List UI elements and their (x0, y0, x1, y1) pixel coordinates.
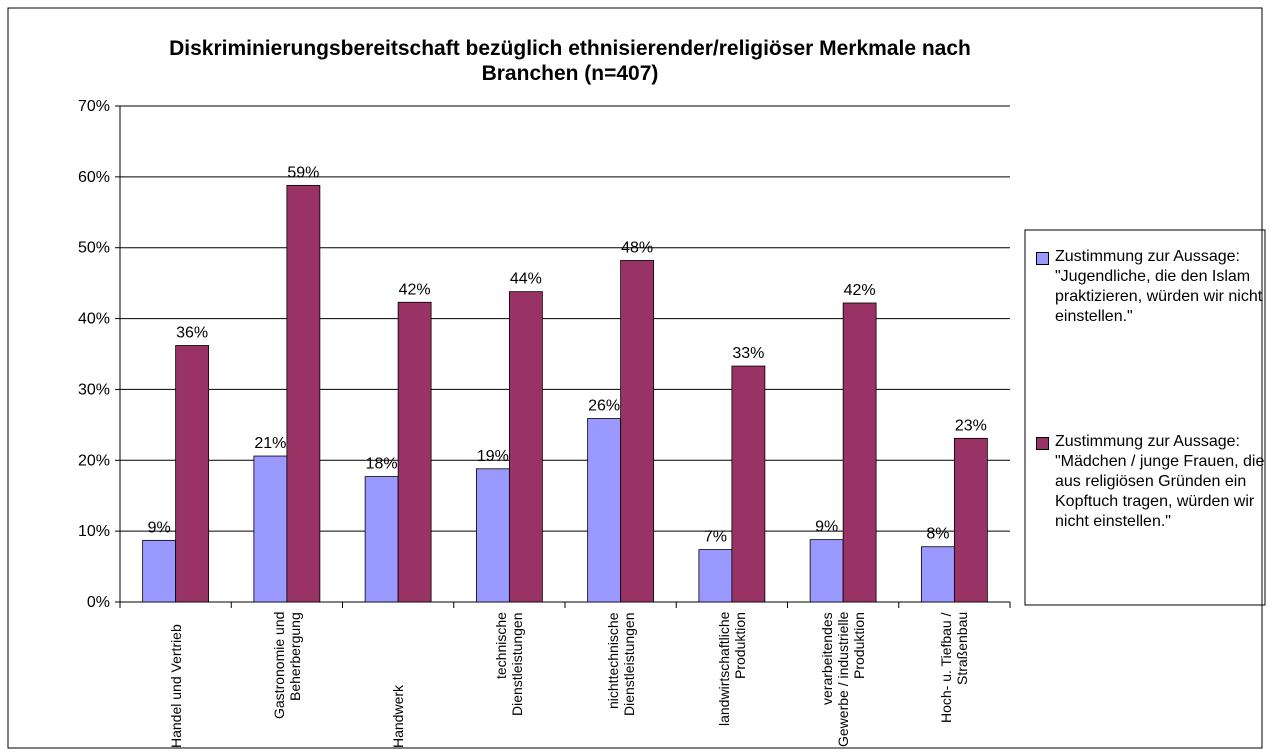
legend-label: Zustimmung zur Aussage: "Mädchen / junge… (1055, 433, 1265, 530)
data-label: 9% (148, 519, 171, 536)
data-label: 7% (704, 529, 727, 546)
bar (698, 549, 733, 603)
x-tick-label: Gastronomie und Beherbergung (270, 612, 303, 720)
data-label: 8% (926, 526, 949, 543)
bar (953, 437, 988, 603)
data-label: 44% (510, 271, 542, 288)
data-label: 23% (955, 417, 987, 434)
x-tick-label: verarbeitendes Gewerbe / industrielle Pr… (819, 612, 868, 748)
bar (508, 291, 543, 603)
bar (809, 539, 844, 603)
y-tick-label: 30% (78, 381, 110, 398)
legend-label: Zustimmung zur Aussage: "Jugendliche, di… (1055, 248, 1263, 325)
x-tick-label: landwirtschaftliche Produktion (715, 612, 748, 727)
x-tick-label: Handel und Vertrieb (167, 624, 184, 748)
y-tick-label: 70% (78, 98, 110, 115)
legend-box (1024, 229, 1266, 606)
bar (731, 365, 766, 603)
x-tick-label: nichttechnische Dienstleistungen (604, 612, 637, 716)
bar (620, 260, 655, 603)
bar (397, 301, 432, 603)
legend-swatch (1036, 437, 1049, 450)
bar (142, 539, 177, 603)
data-label: 36% (176, 324, 208, 341)
chart-border (7, 7, 1263, 749)
y-tick-label: 40% (78, 311, 110, 328)
data-label: 9% (815, 519, 838, 536)
bar (286, 184, 321, 603)
bar (842, 302, 877, 603)
data-label: 33% (732, 345, 764, 362)
x-tick-label: Hoch- u. Tiefbau / Straßenbau (938, 612, 971, 723)
data-label: 59% (287, 164, 319, 181)
y-tick-label: 0% (87, 594, 110, 611)
x-tick-label: Handwerk (390, 684, 407, 748)
data-label: 42% (399, 281, 431, 298)
y-tick-label: 10% (78, 523, 110, 540)
y-tick-label: 20% (78, 452, 110, 469)
y-tick-label: 60% (78, 169, 110, 186)
legend-swatch (1036, 252, 1049, 265)
data-label: 18% (366, 456, 398, 473)
x-tick-label: technische Dienstleistungen (493, 612, 526, 716)
data-label: 26% (588, 397, 620, 414)
data-label: 21% (254, 435, 286, 452)
bar (253, 455, 288, 603)
chart-title: Diskriminierungsbereitschaft bezüglich e… (169, 37, 971, 85)
bar (920, 546, 955, 603)
bar (475, 468, 510, 603)
data-label: 42% (844, 282, 876, 299)
bar (364, 476, 399, 603)
data-label: 19% (477, 448, 509, 465)
bar (175, 345, 210, 603)
bar (587, 418, 622, 603)
data-label: 48% (621, 239, 653, 256)
y-tick-label: 50% (78, 240, 110, 257)
